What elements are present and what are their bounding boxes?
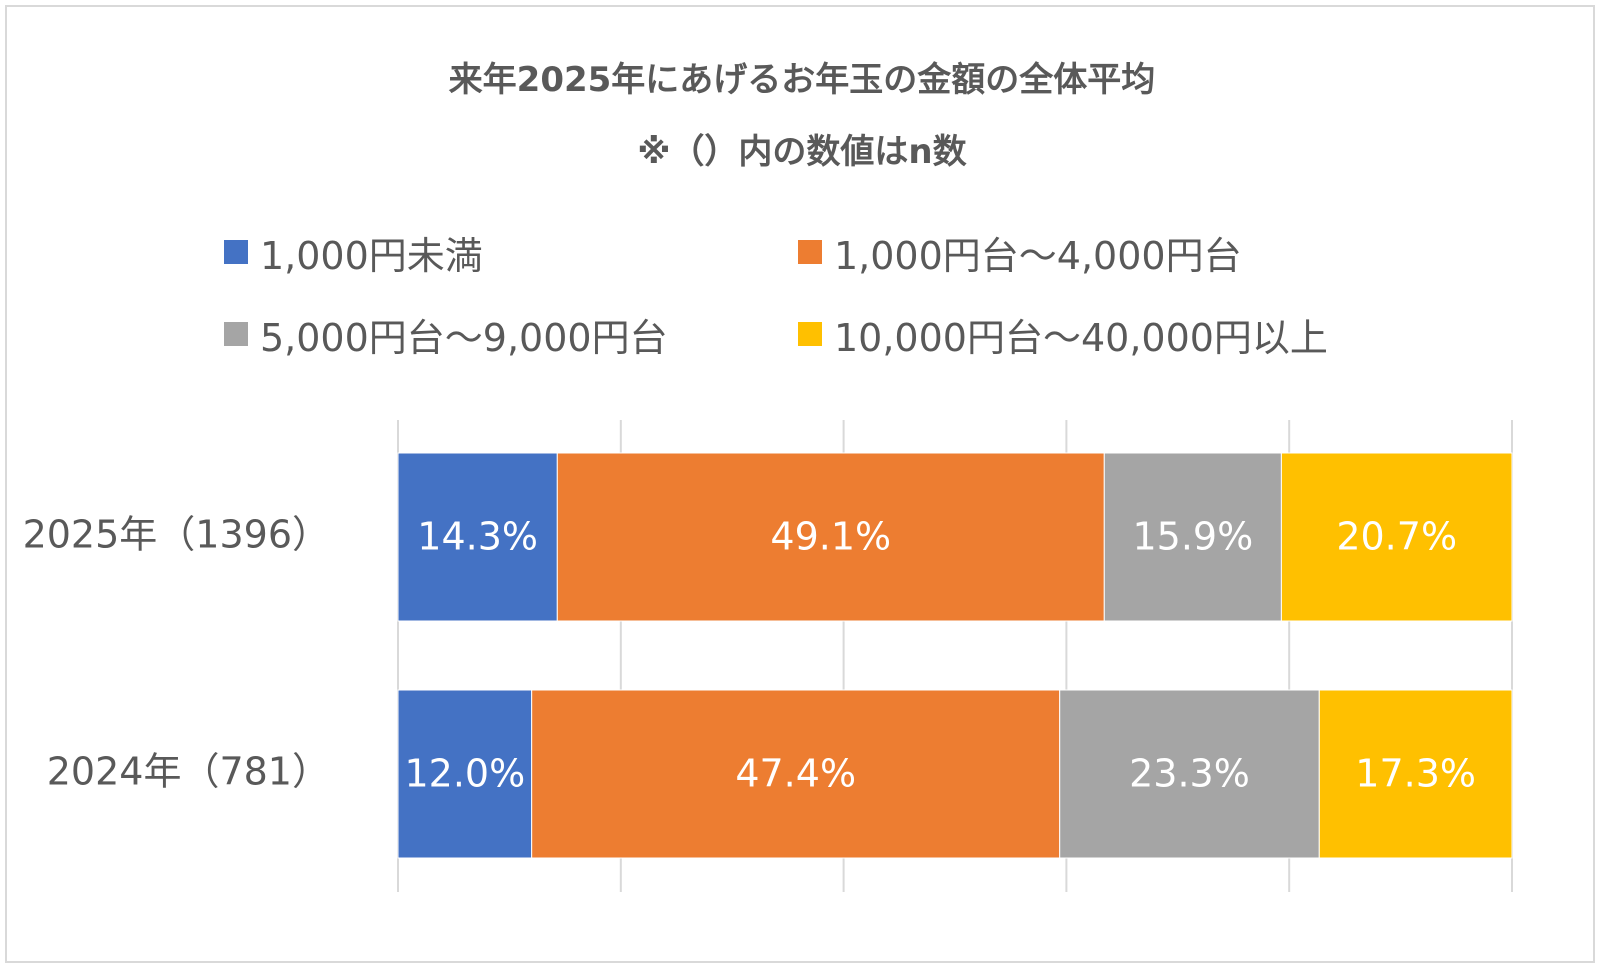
legend-item-under-1000: 1,000円未満 xyxy=(224,228,483,278)
category-label: 2024年（781） xyxy=(47,750,330,794)
bar-segment xyxy=(1059,689,1320,859)
bar-segment xyxy=(531,689,1061,859)
data-label: 15.9% xyxy=(1132,515,1253,559)
data-label: 49.1% xyxy=(770,515,891,559)
legend-item-1000-4000: 1,000円台～4,000円台 xyxy=(798,228,1242,278)
legend-swatch xyxy=(798,322,822,346)
bar-segment xyxy=(1280,452,1513,622)
category-label: 2025年（1396） xyxy=(23,513,330,557)
data-label: 23.3% xyxy=(1129,752,1250,796)
bar-segment xyxy=(1318,689,1513,859)
bar-segment xyxy=(397,689,533,859)
legend-swatch xyxy=(224,322,248,346)
legend-swatch xyxy=(224,240,248,264)
legend-label: 10,000円台～40,000円以上 xyxy=(834,315,1328,360)
chart-subtitle: ※（）内の数値はn数 xyxy=(637,132,967,172)
chart-title: 来年2025年にあげるお年玉の金額の全体平均 xyxy=(448,60,1156,100)
data-label: 20.7% xyxy=(1336,515,1457,559)
legend-swatch xyxy=(798,240,822,264)
legend-label: 1,000円未満 xyxy=(260,233,483,278)
bar-segment xyxy=(556,452,1105,622)
data-label: 47.4% xyxy=(735,752,856,796)
bar-segment xyxy=(397,452,558,622)
legend-label: 1,000円台～4,000円台 xyxy=(834,233,1242,278)
data-label: 17.3% xyxy=(1355,752,1476,796)
data-label: 14.3% xyxy=(417,515,538,559)
legend-item-10000-plus: 10,000円台～40,000円以上 xyxy=(798,310,1328,360)
legend-label: 5,000円台～9,000円台 xyxy=(260,315,668,360)
data-label: 12.0% xyxy=(404,752,525,796)
bar-segment xyxy=(1103,452,1282,622)
legend-item-5000-9000: 5,000円台～9,000円台 xyxy=(224,310,668,360)
